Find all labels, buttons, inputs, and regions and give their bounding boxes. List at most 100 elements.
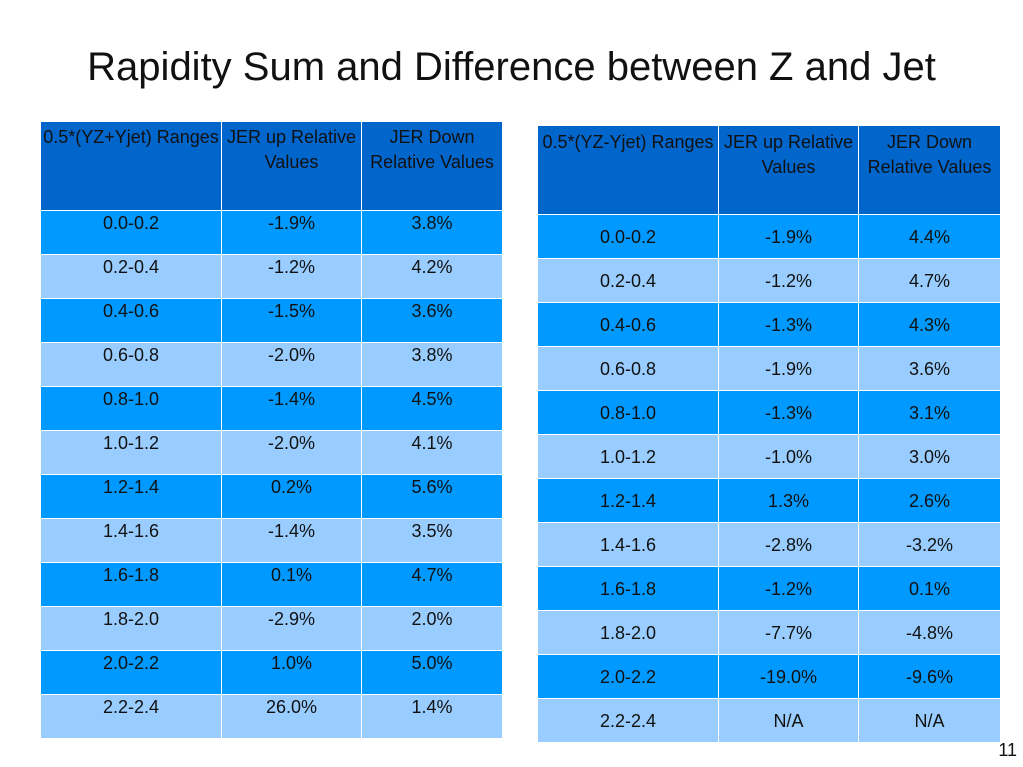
table-cell: 4.5% bbox=[361, 386, 503, 431]
page-number: 11 bbox=[998, 740, 1017, 760]
table-cell: 3.8% bbox=[361, 210, 503, 255]
table-cell: 1.8-2.0 bbox=[537, 610, 719, 655]
table-cell: 5.0% bbox=[361, 650, 503, 695]
table-cell: 0.1% bbox=[221, 562, 362, 607]
table-row: 0.6-0.8 -1.9% 3.6% bbox=[537, 346, 1001, 391]
table-cell: 3.6% bbox=[361, 298, 503, 343]
table-cell: -4.8% bbox=[858, 610, 1001, 655]
table-row: 0.8-1.0 -1.3% 3.1% bbox=[537, 390, 1001, 435]
table-cell: 2.2-2.4 bbox=[40, 694, 222, 739]
table-row: 1.0-1.2 -2.0% 4.1% bbox=[40, 430, 503, 475]
table-row: 0.4-0.6 -1.3% 4.3% bbox=[537, 302, 1001, 347]
slide-title: Rapidity Sum and Difference between Z an… bbox=[87, 45, 936, 89]
table-cell: 4.2% bbox=[361, 254, 503, 299]
table-cell: 2.2-2.4 bbox=[537, 698, 719, 743]
table-row: 0.6-0.8 -2.0% 3.8% bbox=[40, 342, 503, 387]
table-cell: 2.0% bbox=[361, 606, 503, 651]
table-cell: -1.3% bbox=[718, 302, 859, 347]
table-row: 0.2-0.4 -1.2% 4.2% bbox=[40, 254, 503, 299]
table-cell: 1.4-1.6 bbox=[40, 518, 222, 563]
table-cell: 3.8% bbox=[361, 342, 503, 387]
table-cell: 4.4% bbox=[858, 214, 1001, 259]
header-cell: 0.5*(YZ-Yjet) Ranges bbox=[537, 125, 719, 215]
table-cell: 1.6-1.8 bbox=[537, 566, 719, 611]
table-cell: -1.9% bbox=[221, 210, 362, 255]
table-cell: N/A bbox=[858, 698, 1001, 743]
table-cell: 0.0-0.2 bbox=[537, 214, 719, 259]
table-cell: 1.0-1.2 bbox=[40, 430, 222, 475]
table-row: 0.4-0.6 -1.5% 3.6% bbox=[40, 298, 503, 343]
table-cell: 0.2-0.4 bbox=[537, 258, 719, 303]
table-cell: -2.8% bbox=[718, 522, 859, 567]
table-row: 1.2-1.4 1.3% 2.6% bbox=[537, 478, 1001, 523]
table-cell: -1.5% bbox=[221, 298, 362, 343]
table-cell: 1.2-1.4 bbox=[537, 478, 719, 523]
table-row: 1.0-1.2 -1.0% 3.0% bbox=[537, 434, 1001, 479]
table-header-row: 0.5*(YZ+Yjet) Ranges JER up Relative Val… bbox=[40, 121, 503, 211]
table-cell: -1.9% bbox=[718, 346, 859, 391]
table-row: 1.8-2.0 -7.7% -4.8% bbox=[537, 610, 1001, 655]
table-cell: -1.2% bbox=[718, 258, 859, 303]
table-cell: 26.0% bbox=[221, 694, 362, 739]
table-row: 1.2-1.4 0.2% 5.6% bbox=[40, 474, 503, 519]
table-cell: 4.3% bbox=[858, 302, 1001, 347]
table-cell: -19.0% bbox=[718, 654, 859, 699]
table-cell: 0.2% bbox=[221, 474, 362, 519]
table-row: 1.8-2.0 -2.9% 2.0% bbox=[40, 606, 503, 651]
table-cell: 5.6% bbox=[361, 474, 503, 519]
table-cell: -9.6% bbox=[858, 654, 1001, 699]
table-row: 2.0-2.2 -19.0% -9.6% bbox=[537, 654, 1001, 699]
table-cell: 0.4-0.6 bbox=[537, 302, 719, 347]
table-row: 0.0-0.2 -1.9% 3.8% bbox=[40, 210, 503, 255]
table-row: 0.8-1.0 -1.4% 4.5% bbox=[40, 386, 503, 431]
table-cell: 0.2-0.4 bbox=[40, 254, 222, 299]
table-cell: 3.5% bbox=[361, 518, 503, 563]
header-cell: JER Down Relative Values bbox=[361, 121, 503, 211]
table-cell: -1.4% bbox=[221, 518, 362, 563]
header-cell: JER Down Relative Values bbox=[858, 125, 1001, 215]
table-cell: 1.0% bbox=[221, 650, 362, 695]
table-cell: -1.9% bbox=[718, 214, 859, 259]
header-cell: JER up Relative Values bbox=[221, 121, 362, 211]
table-cell: 2.6% bbox=[858, 478, 1001, 523]
table-cell: 1.4% bbox=[361, 694, 503, 739]
table-row: 0.2-0.4 -1.2% 4.7% bbox=[537, 258, 1001, 303]
table-cell: 0.4-0.6 bbox=[40, 298, 222, 343]
table-cell: 1.0-1.2 bbox=[537, 434, 719, 479]
table-cell: 1.8-2.0 bbox=[40, 606, 222, 651]
table-cell: 0.1% bbox=[858, 566, 1001, 611]
table-cell: 3.6% bbox=[858, 346, 1001, 391]
table-cell: 1.4-1.6 bbox=[537, 522, 719, 567]
table-cell: 2.0-2.2 bbox=[40, 650, 222, 695]
table-cell: -1.0% bbox=[718, 434, 859, 479]
table-cell: 1.6-1.8 bbox=[40, 562, 222, 607]
table-cell: 3.1% bbox=[858, 390, 1001, 435]
header-cell: 0.5*(YZ+Yjet) Ranges bbox=[40, 121, 222, 211]
table-row: 1.6-1.8 -1.2% 0.1% bbox=[537, 566, 1001, 611]
table-cell: 4.7% bbox=[361, 562, 503, 607]
table-cell: -1.4% bbox=[221, 386, 362, 431]
table-cell: -2.0% bbox=[221, 342, 362, 387]
table-cell: 0.0-0.2 bbox=[40, 210, 222, 255]
table-row: 2.2-2.4 26.0% 1.4% bbox=[40, 694, 503, 739]
table-cell: 0.6-0.8 bbox=[40, 342, 222, 387]
table-row: 2.2-2.4 N/A N/A bbox=[537, 698, 1001, 743]
table-cell: -2.0% bbox=[221, 430, 362, 475]
table-cell: -1.2% bbox=[221, 254, 362, 299]
table-cell: 1.3% bbox=[718, 478, 859, 523]
header-cell: JER up Relative Values bbox=[718, 125, 859, 215]
table-cell: 0.8-1.0 bbox=[40, 386, 222, 431]
table-cell: 4.7% bbox=[858, 258, 1001, 303]
table-cell: -3.2% bbox=[858, 522, 1001, 567]
table-cell: N/A bbox=[718, 698, 859, 743]
table-row: 0.0-0.2 -1.9% 4.4% bbox=[537, 214, 1001, 259]
table-cell: 2.0-2.2 bbox=[537, 654, 719, 699]
table-cell: 1.2-1.4 bbox=[40, 474, 222, 519]
table-row: 1.4-1.6 -2.8% -3.2% bbox=[537, 522, 1001, 567]
table-cell: -7.7% bbox=[718, 610, 859, 655]
table-cell: -1.3% bbox=[718, 390, 859, 435]
table-cell: 0.6-0.8 bbox=[537, 346, 719, 391]
table-row: 2.0-2.2 1.0% 5.0% bbox=[40, 650, 503, 695]
table-row: 1.6-1.8 0.1% 4.7% bbox=[40, 562, 503, 607]
table-row: 1.4-1.6 -1.4% 3.5% bbox=[40, 518, 503, 563]
